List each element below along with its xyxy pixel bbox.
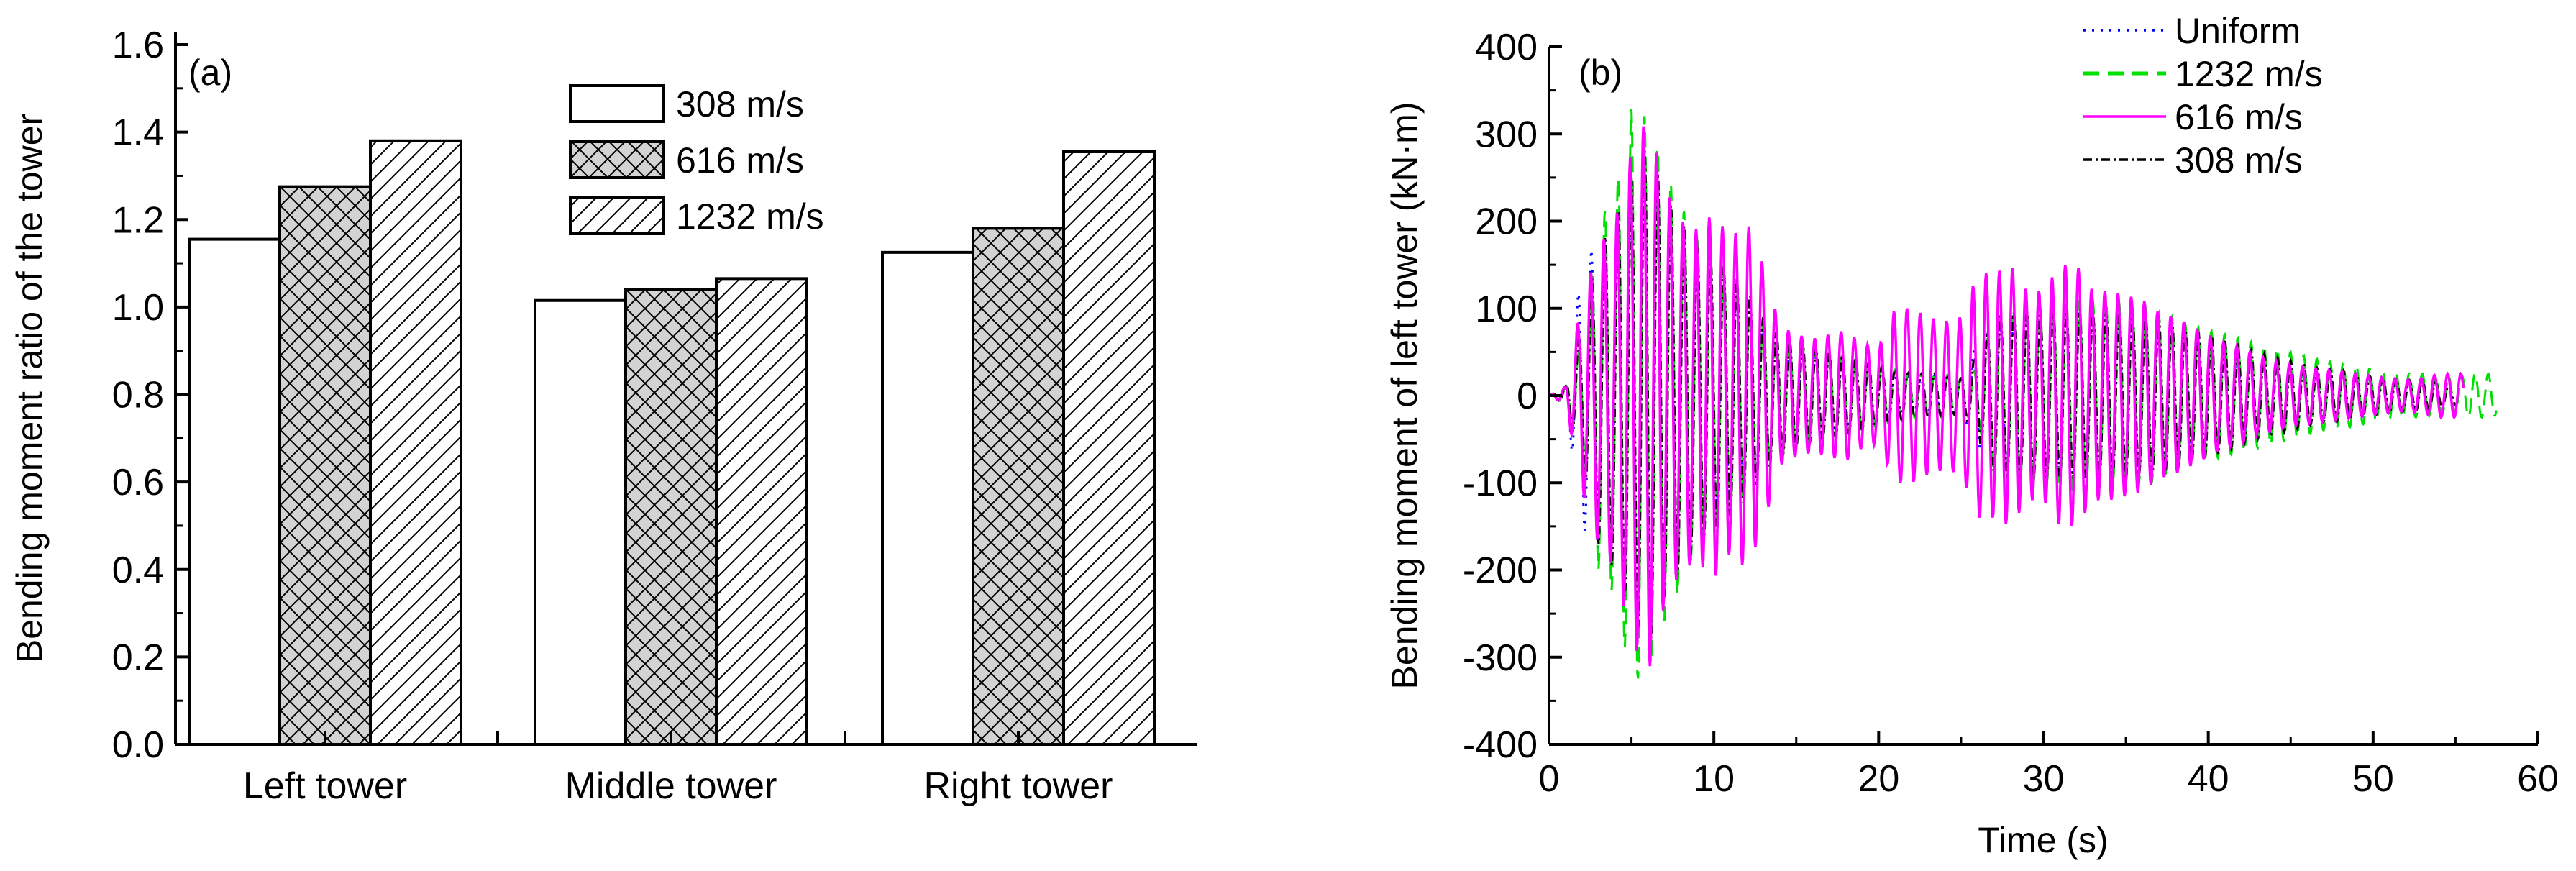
y-axis-label: Bending moment ratio of the tower xyxy=(9,114,50,663)
bar xyxy=(972,227,1065,747)
y-tick-label: -100 xyxy=(1463,462,1538,504)
legend-label: 308 m/s xyxy=(2175,140,2303,181)
line-chart-panel: -400 -300 -200 -100 0 100 200 300 400 0 10 20 30 40 5… xyxy=(1384,11,2559,860)
y-tick-label: -400 xyxy=(1463,724,1538,766)
legend-label: 308 m/s xyxy=(676,84,804,124)
bar xyxy=(881,250,974,746)
y-tick-label: 0 xyxy=(1517,375,1538,417)
legend: 308 m/s 616 m/s 1232 m/s xyxy=(569,84,824,237)
x-tick-label: Left tower xyxy=(243,765,407,807)
bar xyxy=(534,298,627,746)
y-tick-label: 0.0 xyxy=(112,724,164,766)
y-tick-label: 0.8 xyxy=(112,375,164,416)
bar xyxy=(624,288,718,746)
panel-label-b: (b) xyxy=(1579,53,1622,93)
legend-label: 616 m/s xyxy=(676,140,804,181)
x-tick-label: Right tower xyxy=(924,765,1113,807)
y-tick-label: 1.4 xyxy=(112,112,164,154)
bar xyxy=(715,277,808,746)
bar xyxy=(188,237,281,747)
legend-swatch xyxy=(569,196,665,235)
legend-label: Uniform xyxy=(2175,11,2301,51)
legend-label: 616 m/s xyxy=(2175,97,2303,137)
x-tick-label: 10 xyxy=(1693,758,1735,800)
y-tick-label: 100 xyxy=(1475,288,1538,330)
y-tick-label: 0.2 xyxy=(112,637,164,678)
series-line-616-m-s xyxy=(1548,126,2465,667)
y-tick-label: 1.2 xyxy=(112,199,164,241)
bar xyxy=(369,139,462,747)
x-tick-label: Middle tower xyxy=(565,765,777,807)
legend-label: 1232 m/s xyxy=(2175,54,2323,94)
y-tick-label: 200 xyxy=(1475,201,1538,243)
legend-swatch xyxy=(569,140,665,179)
bar xyxy=(278,185,372,746)
x-tick-label: 60 xyxy=(2517,758,2559,800)
y-tick-label: 1.6 xyxy=(112,24,164,66)
x-tick-label: 20 xyxy=(1858,758,1899,800)
y-tick-label: 1.0 xyxy=(112,287,164,329)
legend-swatch xyxy=(569,84,665,123)
legend-label: 1232 m/s xyxy=(676,196,824,237)
y-tick-label: 400 xyxy=(1475,27,1538,68)
bar xyxy=(1062,150,1156,747)
x-tick-label: 30 xyxy=(2023,758,2065,800)
y-tick-label: -200 xyxy=(1463,550,1538,592)
x-axis-label: Time (s) xyxy=(1978,820,2108,860)
x-tick-label: 0 xyxy=(1539,758,1560,800)
bar-chart-panel: 0.0 0.2 0.4 0.6 0.8 1.0 1.2 1.4 1.6 Left tower Mi… xyxy=(9,24,1197,807)
y-tick-label: 0.4 xyxy=(112,549,164,591)
x-tick-label: 40 xyxy=(2188,758,2229,800)
y-tick-label: -300 xyxy=(1463,637,1538,679)
x-tick-label: 50 xyxy=(2352,758,2394,800)
y-tick-label: 300 xyxy=(1475,114,1538,155)
panel-label-a: (a) xyxy=(188,53,232,93)
y-tick-label: 0.6 xyxy=(112,462,164,503)
y-axis-label: Bending moment of left tower (kN·m) xyxy=(1384,102,1425,690)
